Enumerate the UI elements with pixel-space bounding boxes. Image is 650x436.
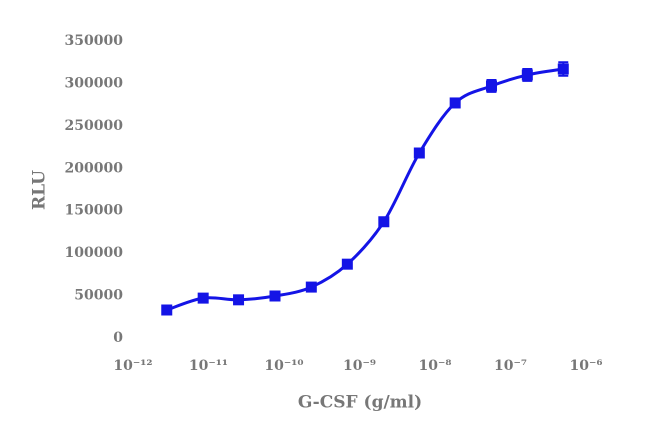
marker <box>413 147 425 159</box>
marker <box>485 80 497 92</box>
x-tick-label: 10⁻¹⁰ <box>264 358 303 374</box>
y-tick-label: 100000 <box>65 245 124 261</box>
y-axis-label: RLU <box>30 170 50 210</box>
marker <box>378 216 390 228</box>
x-tick-label: 10⁻⁶ <box>569 358 602 374</box>
marker <box>557 63 569 75</box>
y-tick-label: 50000 <box>74 288 123 304</box>
x-tick-label: 10⁻¹¹ <box>189 358 228 374</box>
y-tick-label: 300000 <box>65 75 124 91</box>
x-tick-label: 10⁻⁹ <box>343 358 376 374</box>
marker <box>161 304 173 316</box>
y-tick-label: 200000 <box>65 160 124 176</box>
marker <box>233 294 245 306</box>
marker <box>521 69 533 81</box>
marker <box>269 290 281 302</box>
x-tick-label: 10⁻¹² <box>113 358 152 374</box>
y-tick-label: 150000 <box>65 203 124 219</box>
y-tick-label: 0 <box>113 330 123 346</box>
marker <box>341 258 353 270</box>
marker <box>197 292 209 304</box>
y-tick-label: 350000 <box>65 33 124 49</box>
x-axis-label: G-CSF (g/ml) <box>298 393 422 413</box>
y-tick-label: 250000 <box>65 118 124 134</box>
marker <box>449 97 461 109</box>
curve <box>166 67 564 312</box>
x-tick-label: 10⁻⁷ <box>494 358 527 374</box>
x-tick-label: 10⁻⁸ <box>418 358 451 374</box>
marker <box>305 281 317 293</box>
